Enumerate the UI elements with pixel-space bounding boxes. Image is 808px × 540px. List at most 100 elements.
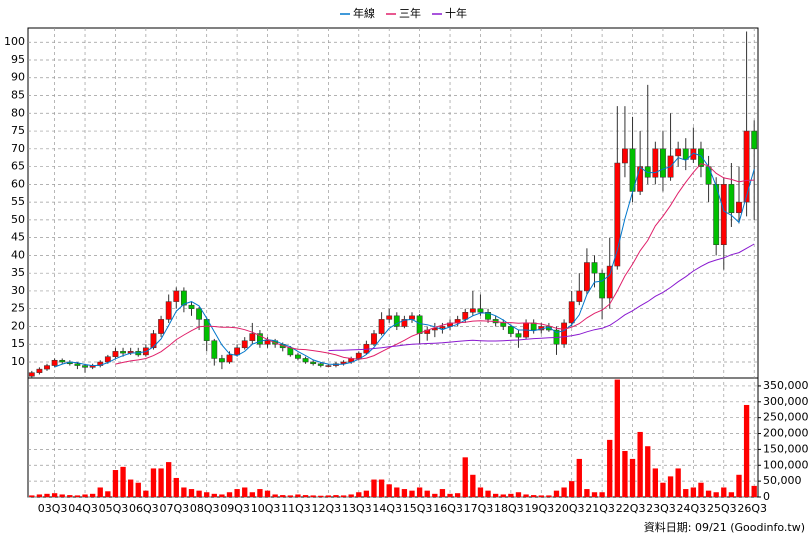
volume-bar [356, 492, 362, 497]
volume-bar [622, 450, 628, 497]
volume-bar [477, 487, 484, 497]
volume-bar [492, 493, 499, 497]
volume-bar [660, 482, 666, 497]
x-tick-label: 05Q3 [99, 502, 129, 515]
volume-bar [576, 458, 582, 497]
volume-bar [44, 493, 50, 497]
volume-bar [508, 493, 514, 497]
volume-bar [127, 479, 134, 497]
candle-body [325, 365, 332, 367]
volume-bar [280, 495, 286, 497]
volume-bar [105, 491, 111, 497]
volume-bar [553, 490, 560, 497]
volume-bar [135, 482, 141, 497]
candle-body [462, 312, 469, 320]
candle-body [44, 365, 50, 370]
x-tick-label: 11Q3 [281, 502, 311, 515]
volume-bar [378, 479, 385, 497]
volume-bar [67, 495, 73, 497]
volume-bar [333, 495, 339, 497]
y-tick-label: 25 [11, 302, 25, 315]
volume-bar [120, 466, 126, 497]
volume-bar [188, 489, 195, 497]
candle-body [355, 352, 362, 359]
candle-body [728, 184, 735, 214]
x-tick-label: 13Q3 [342, 502, 372, 515]
y-tick-label: 55 [11, 195, 25, 208]
volume-bar [652, 468, 659, 497]
y-tick-label: 95 [11, 53, 25, 66]
candle-body [469, 308, 476, 313]
candle-body [713, 184, 720, 246]
volume-bar [599, 492, 605, 497]
candle-body [507, 326, 514, 334]
candle-body [211, 340, 218, 359]
candle-body [112, 351, 119, 357]
volume-bar [371, 479, 377, 497]
candle-body [165, 301, 172, 320]
volume-bar [318, 495, 324, 497]
candle-body [561, 322, 568, 345]
ma-line [115, 163, 755, 365]
y-tick-label: 30 [11, 284, 25, 297]
ma-line [328, 243, 755, 352]
candle-body [614, 162, 621, 267]
volume-bar [569, 481, 575, 497]
candle-body [568, 301, 575, 324]
candle-body [203, 319, 210, 341]
x-tick-label: 12Q3 [312, 502, 342, 515]
x-tick-label: 03Q3 [38, 502, 68, 515]
candle-body [583, 262, 590, 292]
volume-bar [470, 474, 476, 497]
volume-bar [561, 487, 567, 497]
volume-bar [705, 490, 712, 497]
y-tick-label: 70 [11, 142, 25, 155]
y2-tick-label: 150,000 [763, 442, 808, 455]
x-tick-label: 20Q3 [555, 502, 585, 515]
volume-bar [158, 468, 164, 497]
volume-bar [439, 489, 446, 497]
candle-body [622, 148, 628, 164]
candle-body [218, 358, 225, 363]
y2-tick-label: 100,000 [763, 458, 808, 471]
candle-body [682, 148, 689, 160]
volume-bar [287, 495, 294, 497]
candle-body [104, 356, 111, 363]
candle-body [188, 304, 195, 309]
volume-bar [523, 494, 529, 497]
x-tick-label: 26Q3 [737, 502, 767, 515]
candle-body [158, 319, 164, 334]
volume-bar [736, 474, 742, 497]
candle-body [28, 372, 35, 377]
x-tick-label: 14Q3 [372, 502, 402, 515]
volume-bar [51, 493, 58, 497]
volume-bar [416, 487, 423, 497]
y-tick-label: 65 [11, 160, 25, 173]
candle-body [36, 368, 43, 373]
volume-bar [675, 468, 681, 497]
candle-body [431, 328, 438, 331]
x-tick-label: 25Q3 [707, 502, 737, 515]
candle-body [371, 333, 377, 345]
candle-body [720, 184, 727, 246]
candle-body [409, 315, 415, 320]
candle-body [705, 166, 712, 185]
y-tick-label: 35 [11, 266, 25, 279]
volume-bar [249, 492, 255, 497]
x-tick-label: 10Q3 [251, 502, 281, 515]
x-tick-label: 08Q3 [190, 502, 220, 515]
x-tick-label: 21Q3 [585, 502, 615, 515]
volume-bar [538, 495, 544, 497]
volume-bar [462, 457, 468, 497]
candle-body [59, 359, 66, 363]
x-tick-label: 16Q3 [433, 502, 463, 515]
candle-body [302, 358, 309, 363]
volume-bar [143, 490, 149, 497]
y-tick-label: 100 [4, 35, 25, 48]
volume-bar [325, 495, 332, 497]
y2-tick-label: 250,000 [763, 411, 808, 424]
volume-bar [348, 494, 354, 497]
volume-bar [166, 462, 172, 497]
volume-bar [226, 492, 233, 497]
